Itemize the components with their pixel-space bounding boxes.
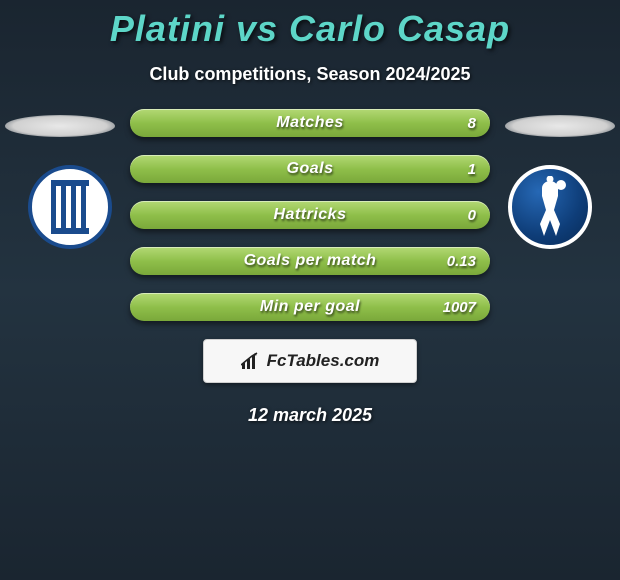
stat-bar-goals: Goals 1 bbox=[130, 155, 490, 183]
stat-label: Goals bbox=[287, 160, 334, 178]
bar-chart-icon bbox=[241, 352, 263, 370]
stat-label: Goals per match bbox=[244, 252, 377, 270]
source-logo-content: FcTables.com bbox=[241, 351, 380, 371]
shadow-right bbox=[505, 115, 615, 137]
source-logo-text: FcTables.com bbox=[267, 351, 380, 371]
comparison-container: Matches 8 Goals 1 Hattricks 0 Goals per … bbox=[0, 103, 620, 426]
stat-bar-matches: Matches 8 bbox=[130, 109, 490, 137]
stat-bar-min-per-goal: Min per goal 1007 bbox=[130, 293, 490, 321]
stats-list: Matches 8 Goals 1 Hattricks 0 Goals per … bbox=[130, 103, 490, 321]
stat-value: 0 bbox=[468, 207, 476, 224]
stat-label: Hattricks bbox=[274, 206, 347, 224]
stat-label: Min per goal bbox=[260, 298, 360, 316]
stat-value: 1007 bbox=[443, 299, 476, 316]
date-text: 12 march 2025 bbox=[0, 405, 620, 426]
stat-bar-goals-per-match: Goals per match 0.13 bbox=[130, 247, 490, 275]
subtitle: Club competitions, Season 2024/2025 bbox=[0, 64, 620, 85]
crest-right-figure-icon bbox=[528, 176, 572, 238]
stat-value: 0.13 bbox=[447, 253, 476, 270]
source-logo-box: FcTables.com bbox=[203, 339, 417, 383]
page-title: Platini vs Carlo Casap bbox=[0, 0, 620, 50]
team-crest-right bbox=[508, 165, 592, 249]
stat-value: 8 bbox=[468, 115, 476, 132]
team-crest-left bbox=[28, 165, 112, 249]
stat-bar-hattricks: Hattricks 0 bbox=[130, 201, 490, 229]
stat-value: 1 bbox=[468, 161, 476, 178]
stat-label: Matches bbox=[276, 114, 344, 132]
shadow-left bbox=[5, 115, 115, 137]
crest-left-stripes bbox=[51, 180, 89, 234]
